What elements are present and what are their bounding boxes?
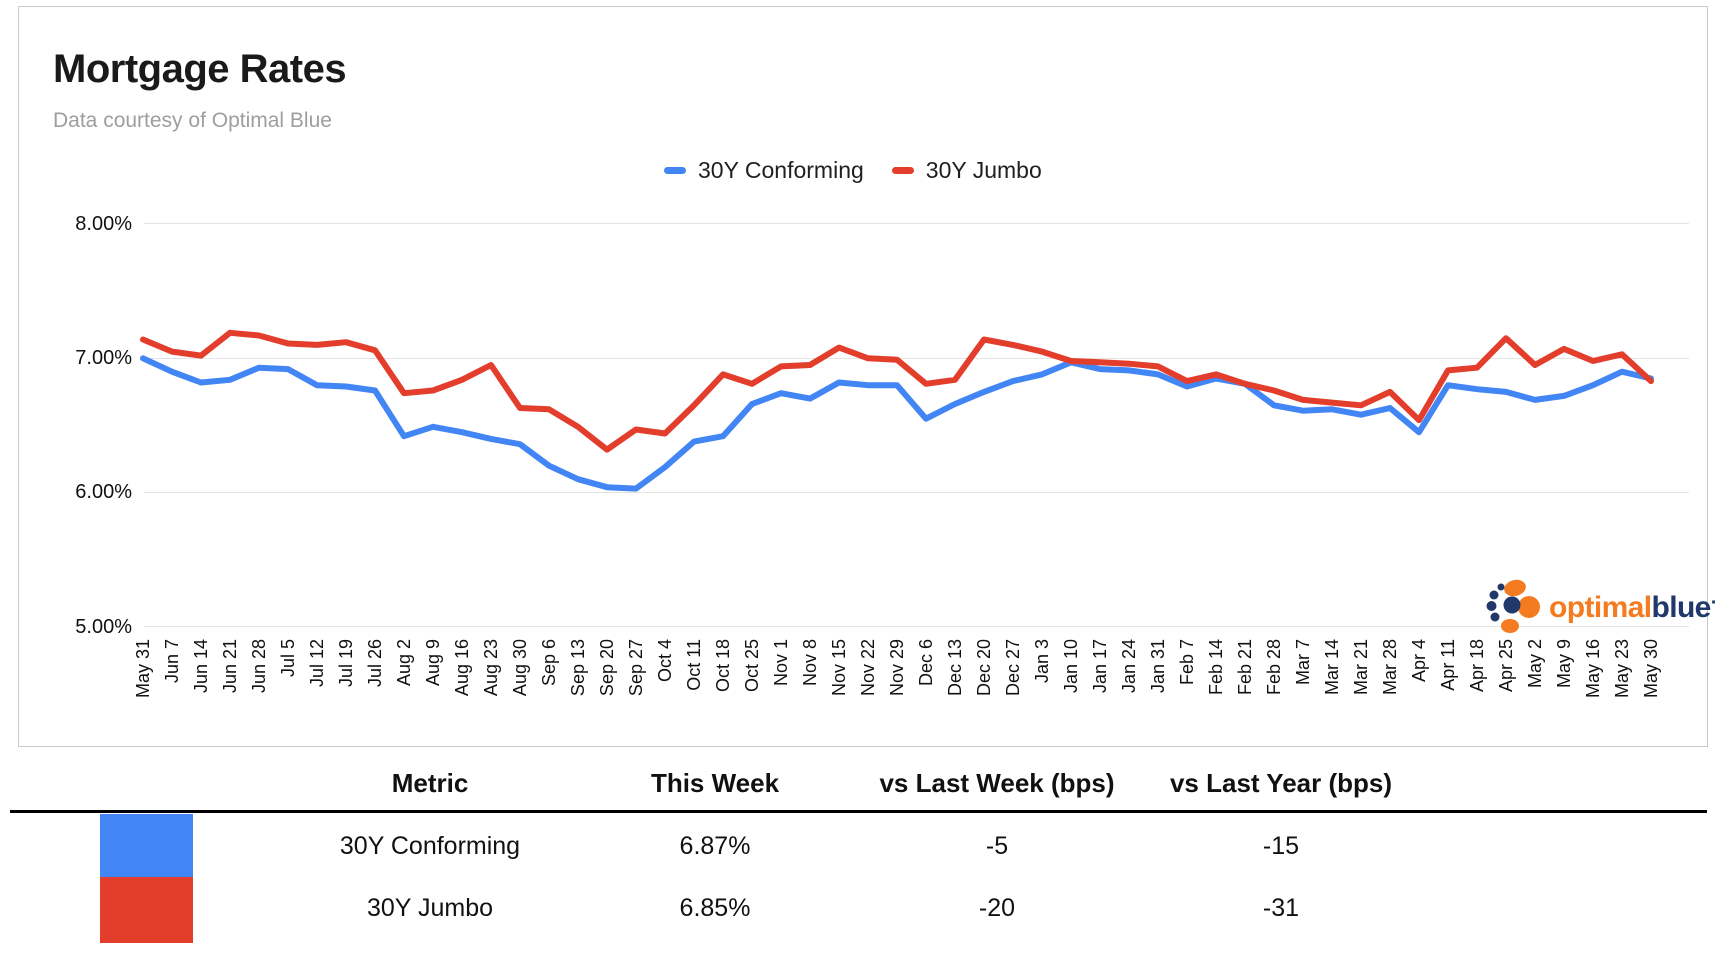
series-color-swatch (100, 877, 193, 943)
gridline (144, 491, 1689, 493)
page-title: Mortgage Rates (53, 47, 347, 91)
conforming-line-swatch (664, 167, 686, 174)
logo-word-blue: blue (1651, 591, 1711, 624)
table-header-separator (10, 810, 1707, 813)
gridline (144, 357, 1689, 359)
table-cell: -5 (985, 832, 1009, 860)
table-header: This Week (650, 768, 780, 798)
optimalblue-mark-icon (1486, 579, 1540, 633)
table-cell: 30Y Conforming (339, 832, 521, 860)
legend-label: 30Y Conforming (698, 157, 864, 183)
legend-label: 30Y Jumbo (925, 157, 1042, 183)
optimalblue-logo: optimalblue· (1485, 575, 1716, 636)
y-tick-label: 5.00% (75, 615, 132, 638)
jumbo-line[interactable] (140, 329, 1654, 453)
table-cell: 30Y Jumbo (366, 894, 493, 922)
rate-line-chart[interactable] (19, 7, 1716, 954)
y-tick-label: 8.00% (75, 212, 132, 235)
logo-trademark-dot: · (1711, 592, 1716, 614)
y-tick-label: 6.00% (75, 481, 132, 504)
table-header: vs Last Year (bps) (1169, 768, 1393, 798)
chart-subtitle: Data courtesy of Optimal Blue (53, 109, 332, 132)
gridline (144, 223, 1689, 225)
table-cell: 6.87% (679, 832, 751, 860)
logo-word-optimal: optimal (1549, 591, 1652, 624)
chart-card: Mortgage Rates Data courtesy of Optimal … (18, 6, 1716, 747)
table-cell: -31 (1262, 894, 1300, 922)
legend-item-conforming[interactable]: 30Y Conforming (664, 157, 864, 184)
jumbo-line-swatch (891, 167, 914, 174)
table-cell: 6.85% (679, 894, 751, 922)
legend-item-jumbo[interactable]: 30Y Jumbo (891, 157, 1042, 184)
chart-legend: 30Y Conforming 30Y Jumbo (664, 157, 1042, 184)
table-header: Metric (391, 768, 469, 798)
table-cell: -15 (1262, 832, 1300, 860)
conforming-line[interactable] (140, 355, 1654, 492)
gridline (144, 626, 1689, 627)
optimalblue-wordmark: optimalblue· (1549, 575, 1716, 636)
series-color-swatch (100, 814, 193, 877)
table-header: vs Last Week (bps) (879, 768, 1115, 798)
y-tick-label: 7.00% (75, 347, 132, 369)
table-cell: -20 (978, 894, 1016, 922)
